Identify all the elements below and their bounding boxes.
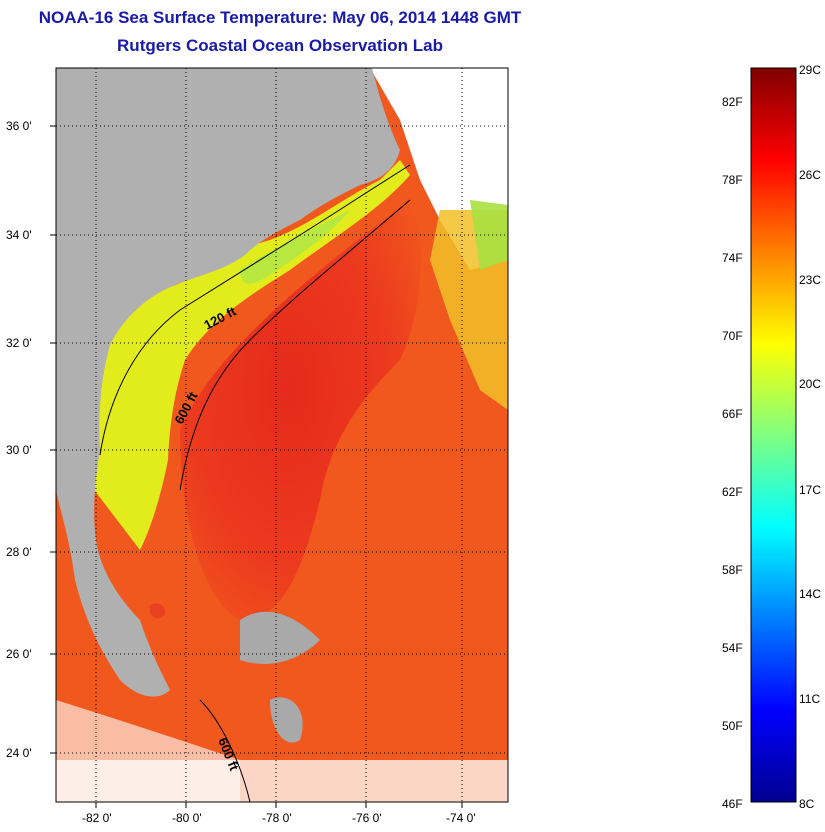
temperature-colorbar: 82F 78F 74F 70F 66F 62F 58F 54F 50F 46F …	[722, 63, 821, 811]
shelf-water	[56, 160, 410, 550]
lon-label: -76 0'	[352, 811, 382, 825]
grid-lines	[56, 68, 508, 802]
sst-map: 120 ft 600 ft 600 ft 36 0' 34 0' 32 0' 3…	[6, 67, 509, 825]
contour-600ft-south	[199, 699, 251, 802]
f-label: 58F	[722, 563, 743, 577]
f-label: 78F	[722, 173, 743, 187]
c-label: 29C	[799, 63, 821, 77]
fahrenheit-scale: 82F 78F 74F 70F 66F 62F 58F 54F 50F 46F	[722, 95, 743, 811]
c-label: 11C	[799, 692, 820, 706]
bahamas-island	[240, 611, 320, 664]
f-label: 82F	[722, 95, 743, 109]
lon-label: -74 0'	[446, 811, 476, 825]
land-mainland	[56, 68, 400, 697]
c-label: 14C	[799, 587, 821, 601]
f-label: 74F	[722, 251, 743, 265]
f-label: 46F	[722, 797, 743, 811]
lat-label: 26 0'	[6, 647, 32, 661]
lat-label: 32 0'	[6, 336, 32, 350]
f-label: 70F	[722, 329, 743, 343]
contour-120ft	[99, 164, 411, 456]
longitude-axis: -82 0' -80 0' -78 0' -76 0' -74 0'	[82, 811, 476, 825]
lat-label: 34 0'	[6, 228, 32, 242]
c-label: 8C	[799, 797, 815, 811]
f-label: 62F	[722, 485, 743, 499]
lat-label: 36 0'	[6, 119, 32, 133]
celsius-scale: 29C 26C 23C 20C 17C 14C 11C 8C	[799, 63, 821, 811]
lat-label: 30 0'	[6, 443, 32, 457]
colorbar-gradient	[750, 67, 797, 803]
lon-label: -78 0'	[262, 811, 292, 825]
lon-label: -80 0'	[172, 811, 202, 825]
lake-okeechobee	[149, 603, 166, 619]
lat-label: 28 0'	[6, 545, 32, 559]
andros-island	[270, 697, 303, 743]
f-label: 50F	[722, 719, 743, 733]
map-title: NOAA-16 Sea Surface Temperature: May 06,…	[38, 8, 522, 27]
axis-ticks	[50, 125, 463, 808]
f-label: 54F	[722, 641, 743, 655]
c-label: 23C	[799, 273, 821, 287]
c-label: 17C	[799, 483, 821, 497]
map-subtitle: Rutgers Coastal Ocean Observation Lab	[117, 36, 443, 55]
cloud-band-sw	[56, 700, 240, 802]
gulf-stream	[180, 200, 421, 620]
map-frame	[55, 67, 509, 803]
c-label: 20C	[799, 377, 821, 391]
c-label: 26C	[799, 168, 821, 182]
f-label: 66F	[722, 407, 743, 421]
contour-600ft	[179, 199, 411, 491]
lon-label: -82 0'	[82, 811, 112, 825]
latitude-axis: 36 0' 34 0' 32 0' 30 0' 28 0' 26 0' 24 0…	[6, 119, 32, 760]
lat-label: 24 0'	[6, 746, 32, 760]
shelf-water-green	[240, 210, 350, 284]
